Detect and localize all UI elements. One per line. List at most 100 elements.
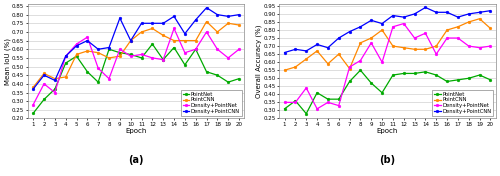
PointNet bbox=[379, 92, 385, 94]
Density+PointCNN bbox=[62, 55, 68, 57]
PointNet bbox=[358, 69, 364, 71]
PointCNN bbox=[379, 29, 385, 31]
Density+PointCNN bbox=[314, 43, 320, 46]
PointNet bbox=[204, 71, 210, 73]
PointCNN bbox=[204, 21, 210, 23]
Density+PointNet bbox=[346, 66, 352, 68]
Density+PointNet bbox=[160, 59, 166, 61]
PointNet bbox=[30, 112, 36, 114]
Density+PointCNN bbox=[84, 40, 90, 42]
PointNet bbox=[74, 55, 80, 57]
Density+PointNet bbox=[358, 59, 364, 62]
PointCNN bbox=[488, 27, 494, 29]
PointNet bbox=[292, 100, 298, 102]
Density+PointNet bbox=[488, 45, 494, 47]
Density+PointNet bbox=[444, 37, 450, 39]
PointCNN bbox=[214, 31, 220, 33]
Density+PointNet bbox=[117, 48, 123, 50]
Density+PointNet bbox=[314, 108, 320, 110]
PointCNN bbox=[182, 40, 188, 42]
Density+PointNet bbox=[412, 37, 418, 39]
Line: Density+PointCNN: Density+PointCNN bbox=[32, 6, 240, 90]
Density+PointCNN bbox=[455, 16, 461, 18]
Legend: PointNet, PointCNN, Density+PointNet, Density+PointCNN: PointNet, PointCNN, Density+PointNet, De… bbox=[432, 90, 493, 116]
PointNet bbox=[433, 74, 440, 76]
PointNet bbox=[84, 71, 90, 73]
Density+PointNet bbox=[379, 61, 385, 63]
PointCNN bbox=[171, 40, 177, 42]
Density+PointNet bbox=[433, 53, 440, 55]
PointCNN bbox=[292, 66, 298, 68]
Density+PointCNN bbox=[171, 15, 177, 17]
Density+PointCNN bbox=[401, 16, 407, 18]
PointCNN bbox=[192, 40, 198, 42]
PointCNN bbox=[236, 24, 242, 26]
Density+PointCNN bbox=[192, 19, 198, 21]
PointNet bbox=[466, 77, 472, 79]
Density+PointCNN bbox=[325, 47, 331, 49]
Density+PointCNN bbox=[128, 40, 134, 42]
X-axis label: Epoch: Epoch bbox=[126, 128, 147, 134]
Line: Density+PointNet: Density+PointNet bbox=[283, 22, 492, 110]
X-axis label: Epoch: Epoch bbox=[377, 128, 398, 134]
Density+PointNet bbox=[368, 42, 374, 44]
PointNet bbox=[225, 81, 231, 83]
Density+PointNet bbox=[204, 31, 210, 33]
Density+PointNet bbox=[422, 32, 428, 34]
Text: (b): (b) bbox=[380, 155, 396, 165]
Line: PointCNN: PointCNN bbox=[32, 20, 240, 89]
Density+PointCNN bbox=[444, 11, 450, 13]
PointNet bbox=[41, 98, 47, 100]
PointCNN bbox=[106, 57, 112, 59]
Density+PointNet bbox=[128, 55, 134, 57]
Density+PointCNN bbox=[488, 10, 494, 12]
PointCNN bbox=[476, 18, 482, 20]
PointNet bbox=[314, 92, 320, 94]
PointCNN bbox=[325, 63, 331, 65]
Density+PointNet bbox=[192, 48, 198, 50]
PointCNN bbox=[433, 45, 440, 47]
Density+PointNet bbox=[138, 53, 144, 55]
Density+PointNet bbox=[84, 36, 90, 38]
PointCNN bbox=[30, 86, 36, 88]
PointNet bbox=[325, 98, 331, 100]
PointCNN bbox=[84, 50, 90, 52]
Density+PointCNN bbox=[412, 13, 418, 15]
PointCNN bbox=[368, 37, 374, 39]
PointCNN bbox=[314, 50, 320, 52]
Density+PointCNN bbox=[346, 31, 352, 33]
PointNet bbox=[150, 43, 156, 45]
Density+PointCNN bbox=[41, 74, 47, 76]
Density+PointCNN bbox=[225, 15, 231, 17]
Density+PointNet bbox=[455, 37, 461, 39]
PointCNN bbox=[138, 31, 144, 33]
Line: PointNet: PointNet bbox=[32, 43, 240, 115]
PointNet bbox=[138, 57, 144, 59]
Density+PointNet bbox=[476, 47, 482, 49]
Density+PointNet bbox=[52, 92, 58, 94]
PointNet bbox=[336, 98, 342, 100]
PointCNN bbox=[62, 76, 68, 78]
Density+PointCNN bbox=[336, 37, 342, 39]
PointCNN bbox=[422, 48, 428, 50]
Density+PointCNN bbox=[182, 33, 188, 35]
PointCNN bbox=[401, 47, 407, 49]
Legend: PointNet, PointCNN, Density+PointNet, Density+PointCNN: PointNet, PointCNN, Density+PointNet, De… bbox=[181, 90, 242, 116]
PointCNN bbox=[160, 34, 166, 36]
PointCNN bbox=[52, 78, 58, 80]
PointNet bbox=[62, 62, 68, 64]
PointCNN bbox=[128, 40, 134, 42]
Density+PointCNN bbox=[74, 45, 80, 47]
PointCNN bbox=[95, 52, 101, 54]
Density+PointNet bbox=[74, 43, 80, 45]
PointNet bbox=[412, 72, 418, 74]
Density+PointCNN bbox=[214, 14, 220, 16]
Density+PointCNN bbox=[422, 6, 428, 8]
Line: PointCNN: PointCNN bbox=[283, 17, 492, 72]
Density+PointNet bbox=[466, 45, 472, 47]
Density+PointNet bbox=[95, 67, 101, 69]
Density+PointNet bbox=[106, 78, 112, 80]
PointCNN bbox=[41, 72, 47, 74]
PointNet bbox=[488, 79, 494, 81]
Density+PointNet bbox=[282, 101, 288, 103]
